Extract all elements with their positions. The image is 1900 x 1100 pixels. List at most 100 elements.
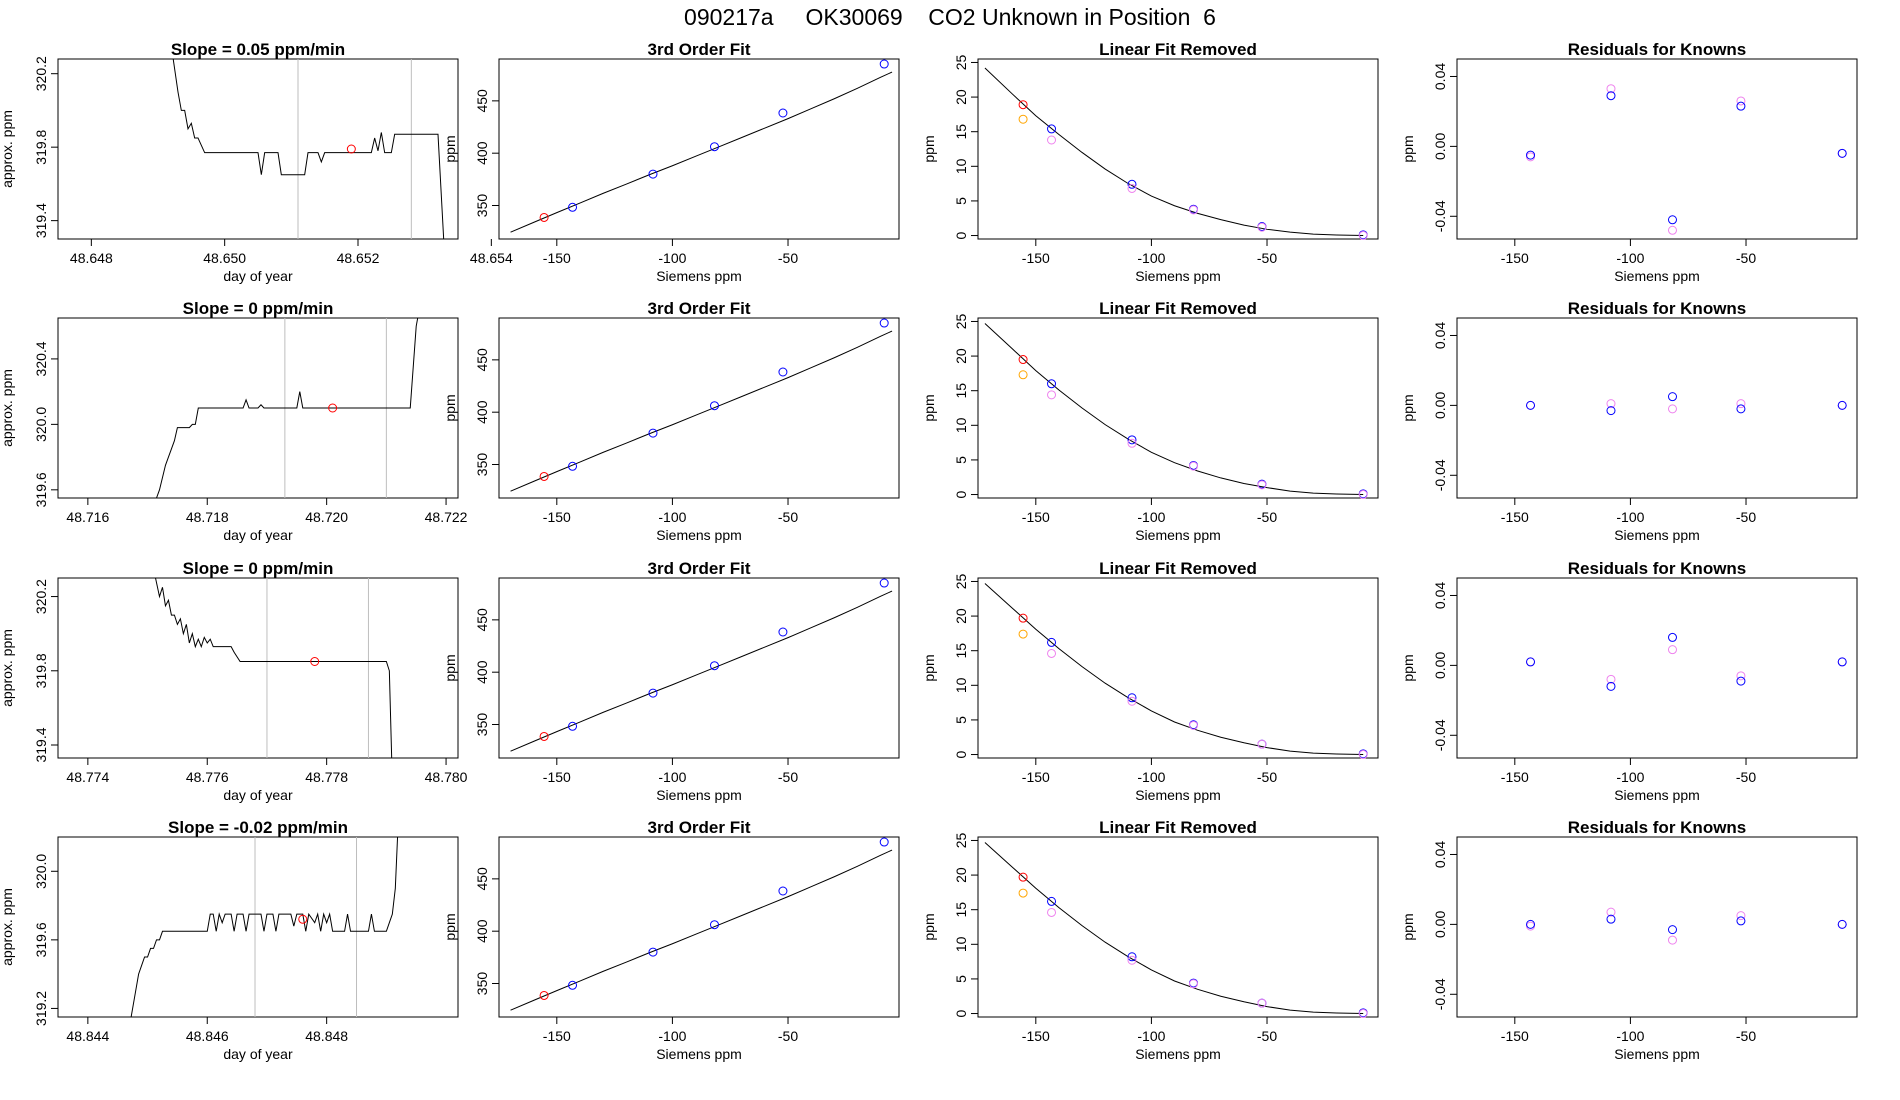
y-axis-label: ppm — [1400, 135, 1416, 162]
data-point-blue — [1047, 896, 1057, 906]
data-point-purple — [1358, 490, 1368, 500]
y-tick-label: 450 — [474, 608, 490, 632]
data-point-blue — [1047, 637, 1057, 647]
y-axis-label: approx. ppm — [0, 110, 15, 188]
x-tick-label: -150 — [543, 509, 571, 525]
y-tick-label: 15 — [953, 643, 969, 659]
x-tick-label: -50 — [778, 509, 798, 525]
y-tick-label: 5 — [953, 975, 969, 983]
data-point-blue — [879, 318, 889, 328]
data-point-purple — [1667, 225, 1677, 235]
data-point-blue — [1606, 406, 1616, 416]
series-line — [172, 59, 445, 239]
plot-frame — [498, 58, 900, 240]
panel-title: 3rd Order Fit — [648, 559, 751, 578]
y-tick-label: 10 — [953, 936, 969, 952]
mean-marker — [346, 144, 356, 154]
y-tick-label: 25 — [953, 313, 969, 329]
data-point-blue — [709, 920, 719, 930]
y-tick-label: 350 — [474, 972, 490, 996]
y-axis-label: approx. ppm — [0, 629, 15, 707]
y-tick-label: 0 — [953, 1009, 969, 1017]
page-title: 090217a OK30069 CO2 Unknown in Position … — [684, 4, 1216, 30]
y-tick-label: 0 — [953, 490, 969, 498]
x-tick-label: -50 — [778, 1028, 798, 1044]
data-point-blue — [1736, 916, 1746, 926]
panel-title: Residuals for Knowns — [1568, 299, 1747, 318]
series-line — [130, 837, 399, 1017]
panel-title: 3rd Order Fit — [648, 818, 751, 837]
data-point-purple — [1188, 461, 1198, 471]
x-tick-label: 48.718 — [186, 509, 229, 525]
data-point-red — [1018, 100, 1028, 110]
data-point-blue — [1667, 215, 1677, 225]
plot-frame — [977, 577, 1379, 759]
data-point-blue — [1047, 379, 1057, 389]
y-axis-label: ppm — [1400, 654, 1416, 681]
y-axis-label: approx. ppm — [0, 369, 15, 447]
y-tick-label: 320.4 — [33, 341, 49, 376]
data-point-blue — [778, 627, 788, 637]
y-tick-label: 0.04 — [1432, 841, 1448, 868]
x-tick-label: -150 — [1022, 1028, 1050, 1044]
y-tick-label: 319.2 — [33, 991, 49, 1026]
x-tick-label: -50 — [778, 769, 798, 785]
y-tick-label: -0.04 — [1432, 719, 1448, 751]
x-tick-label: -100 — [1137, 250, 1165, 266]
y-tick-label: 0 — [953, 231, 969, 239]
y-tick-label: 450 — [474, 348, 490, 372]
y-tick-label: 319.6 — [33, 472, 49, 507]
x-tick-label: 48.722 — [425, 509, 468, 525]
data-point-blue — [879, 578, 889, 588]
data-point-purple — [1606, 84, 1616, 94]
fit-curve — [984, 583, 1364, 756]
row3-timeseries-panel: Slope = -0.02 ppm/min 48.844 48.846 48.848 d… — [0, 818, 459, 1062]
data-point-blue — [1736, 676, 1746, 686]
y-tick-label: 15 — [953, 383, 969, 399]
data-point-orange — [1018, 888, 1028, 898]
data-point-blue — [778, 886, 788, 896]
y-tick-label: -0.04 — [1432, 459, 1448, 491]
panel-title: Residuals for Knowns — [1568, 818, 1747, 837]
plot-frame — [57, 577, 459, 759]
panel-title: Slope = 0.05 ppm/min — [171, 40, 345, 59]
plot-frame — [1456, 58, 1858, 240]
data-point-purple — [1606, 674, 1616, 684]
y-tick-label: 319.6 — [33, 922, 49, 957]
x-tick-label: 48.654 — [470, 250, 513, 266]
data-point-blue — [648, 947, 658, 957]
data-point-blue — [1667, 925, 1677, 935]
x-axis-label: Siemens ppm — [1614, 268, 1700, 284]
y-tick-label: 25 — [953, 832, 969, 848]
data-point-purple — [1188, 205, 1198, 215]
y-tick-label: 320.0 — [33, 407, 49, 442]
data-point-blue — [1837, 919, 1847, 929]
y-axis-label: ppm — [921, 913, 937, 940]
x-tick-label: -150 — [543, 1028, 571, 1044]
y-tick-label: 15 — [953, 902, 969, 918]
x-tick-label: 48.652 — [337, 250, 380, 266]
y-axis-label: ppm — [921, 654, 937, 681]
panel-title: Slope = 0 ppm/min — [183, 299, 334, 318]
data-point-blue — [648, 169, 658, 179]
data-point-purple — [1736, 911, 1746, 921]
data-point-purple — [1257, 480, 1267, 490]
row2-residuals-panel: Residuals for Knowns -150 -100 -50 Siemens p… — [1400, 559, 1858, 803]
data-point-blue — [1526, 657, 1536, 667]
x-tick-label: -50 — [1736, 769, 1756, 785]
data-point-blue — [568, 721, 578, 731]
panel-title: Slope = 0 ppm/min — [183, 559, 334, 578]
x-axis-label: Siemens ppm — [1614, 787, 1700, 803]
data-point-purple — [1257, 222, 1267, 232]
fit-curve — [510, 330, 893, 492]
x-tick-label: 48.648 — [70, 250, 113, 266]
data-point-purple — [1257, 998, 1267, 1008]
fit-curve — [984, 842, 1364, 1015]
y-axis-label: ppm — [442, 654, 458, 681]
data-point-blue — [1127, 435, 1137, 445]
y-axis-label: ppm — [1400, 913, 1416, 940]
y-tick-label: 0.04 — [1432, 582, 1448, 609]
x-tick-label: -150 — [1022, 769, 1050, 785]
y-tick-label: -0.04 — [1432, 200, 1448, 232]
x-tick-label: -150 — [1022, 250, 1050, 266]
